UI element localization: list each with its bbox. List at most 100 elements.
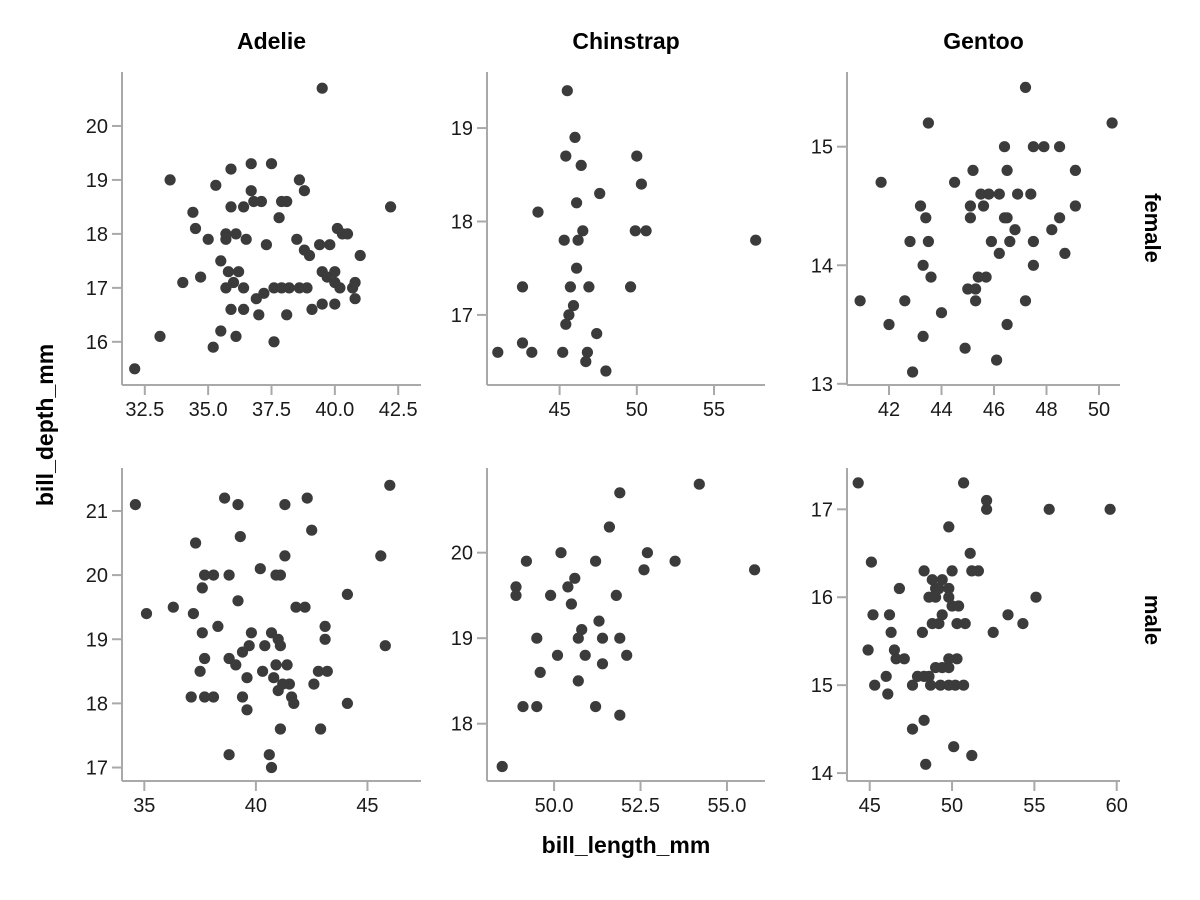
data-point — [1019, 295, 1032, 307]
y-tick-label: 17 — [86, 758, 108, 780]
data-point — [212, 620, 224, 633]
data-point — [631, 150, 643, 162]
data-point — [354, 249, 366, 262]
data-point — [243, 640, 255, 652]
data-point — [551, 649, 564, 661]
data-point — [319, 620, 331, 633]
data-point — [187, 206, 199, 218]
data-point — [614, 709, 626, 721]
data-point — [890, 653, 902, 665]
data-point — [240, 233, 252, 245]
data-point — [970, 295, 982, 307]
data-point — [199, 652, 211, 665]
y-tick-label: 13 — [811, 374, 833, 396]
data-point — [321, 665, 333, 677]
data-point — [1054, 212, 1066, 224]
data-point — [946, 565, 958, 577]
data-point — [583, 281, 595, 293]
data-point — [1104, 503, 1116, 515]
data-point — [930, 591, 942, 603]
data-point — [985, 235, 998, 248]
data-point — [1027, 141, 1039, 153]
data-point — [234, 531, 246, 543]
data-point — [593, 615, 605, 627]
data-point — [283, 678, 295, 690]
data-point — [563, 309, 575, 321]
data-point — [255, 195, 267, 208]
data-point — [349, 293, 361, 305]
data-point — [274, 723, 286, 735]
data-point — [164, 174, 176, 186]
data-point — [187, 608, 199, 620]
data-point — [882, 688, 894, 700]
data-point — [202, 233, 214, 245]
x-tick-label: 35.0 — [189, 399, 228, 421]
data-point — [1043, 503, 1055, 515]
data-point — [967, 164, 979, 176]
data-point — [210, 179, 222, 191]
x-tick-label: 40 — [245, 795, 267, 817]
data-point — [190, 537, 202, 549]
data-point — [972, 271, 984, 283]
data-point — [281, 659, 293, 671]
data-point — [635, 178, 648, 190]
data-point — [983, 188, 995, 200]
data-point — [516, 337, 529, 349]
data-point — [907, 366, 919, 378]
data-point — [1038, 141, 1050, 153]
data-point — [966, 749, 978, 762]
data-point — [303, 249, 316, 262]
data-point — [299, 601, 311, 613]
data-point — [906, 723, 919, 735]
data-point — [238, 282, 250, 294]
data-point — [272, 685, 284, 697]
data-point — [918, 714, 930, 726]
data-point — [1001, 318, 1013, 331]
data-point — [254, 563, 266, 575]
data-point — [379, 640, 391, 652]
data-point — [567, 300, 580, 312]
data-point — [532, 206, 544, 218]
data-point — [571, 197, 583, 209]
data-point — [962, 283, 974, 295]
data-point — [953, 600, 965, 612]
data-point — [268, 336, 280, 348]
data-point — [207, 569, 220, 581]
x-tick-label: 46 — [983, 399, 1005, 421]
data-point — [1009, 224, 1021, 236]
y-tick-label: 20 — [451, 543, 473, 565]
data-point — [225, 303, 237, 315]
facet-row-strip-female: female — [1140, 193, 1165, 263]
data-point — [981, 503, 993, 515]
data-point — [920, 212, 932, 224]
data-point — [579, 649, 591, 661]
data-point — [600, 365, 612, 377]
data-point — [534, 666, 546, 679]
data-point — [230, 659, 242, 671]
data-point — [263, 749, 275, 761]
data-point — [253, 309, 265, 321]
y-tick-label: 19 — [86, 170, 108, 192]
data-point — [308, 678, 320, 690]
data-point — [998, 212, 1011, 224]
y-tick-label: 18 — [451, 714, 473, 736]
data-point — [925, 679, 937, 691]
x-tick-label: 45 — [548, 399, 570, 421]
data-point — [220, 233, 232, 245]
data-point — [306, 303, 318, 315]
y-tick-label: 19 — [451, 118, 473, 140]
data-point — [934, 679, 947, 691]
data-point — [951, 618, 963, 630]
y-tick-label: 18 — [86, 693, 108, 715]
data-point — [977, 200, 990, 212]
y-tick-label: 19 — [86, 629, 108, 651]
data-point — [245, 627, 257, 639]
data-point — [329, 298, 341, 310]
data-point — [958, 679, 970, 691]
data-point — [918, 565, 930, 577]
y-tick-label: 18 — [86, 224, 108, 246]
data-point — [577, 225, 589, 237]
data-point — [933, 618, 945, 630]
data-point — [225, 163, 237, 175]
y-tick-label: 15 — [811, 137, 833, 159]
